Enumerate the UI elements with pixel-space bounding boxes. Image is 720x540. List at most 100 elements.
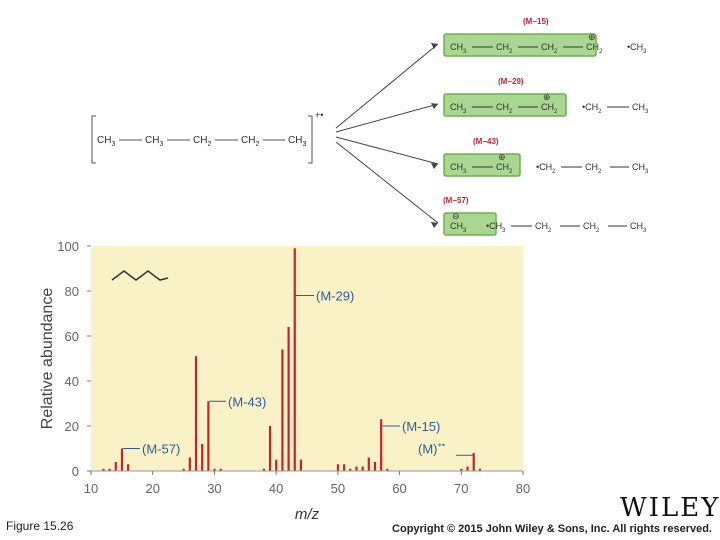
parent-group: CH3 [97, 135, 115, 148]
ion-group: CH2 [496, 42, 513, 55]
ion-group: CH3 [450, 102, 467, 115]
plot-background [91, 246, 523, 471]
parent-group: CH2 [241, 135, 259, 148]
radical-group: CH3 [630, 221, 647, 234]
ion-group: CH3 [450, 42, 467, 55]
y-tick-label: 40 [65, 374, 79, 389]
fragment-label: (M−57) [443, 196, 469, 205]
ion-group: CH2 [586, 42, 603, 55]
radical-group: •CH2 [536, 162, 556, 175]
charge-symbol: ⊕ [588, 32, 596, 42]
x-tick-label: 70 [454, 481, 468, 496]
spectrum-peak [355, 466, 358, 471]
left-bracket [91, 115, 96, 164]
y-tick-label: 60 [65, 329, 79, 344]
spectrum-peak [460, 468, 463, 471]
y-tick-label: 20 [65, 419, 79, 434]
spectrum-peak [275, 459, 278, 471]
arrowhead [431, 163, 438, 169]
x-tick-label: 40 [269, 481, 283, 496]
charge-symbol: ⊕ [498, 152, 506, 162]
spectrum-peak [127, 464, 130, 471]
charge-symbol: ⊕ [543, 92, 551, 102]
y-tick-label: 0 [72, 464, 79, 479]
y-axis-label: Relative abundance [39, 288, 56, 430]
ion-box [443, 33, 597, 57]
radical-group: CH3 [632, 102, 649, 115]
ion-box [443, 153, 521, 177]
x-tick-label: 80 [516, 481, 530, 496]
ion-group: CH2 [541, 102, 558, 115]
ion-box [443, 93, 567, 117]
spectrum-peak [281, 349, 284, 471]
spectrum-peak [293, 248, 296, 471]
arrowhead [431, 222, 438, 228]
x-axis-label: m/z [295, 506, 320, 523]
spectrum-peak [336, 464, 340, 471]
parent-group: CH3 [288, 135, 306, 148]
ion-group: CH3 [450, 221, 467, 234]
ion-group: CH2 [496, 162, 513, 175]
y-tick-label: 80 [65, 284, 79, 299]
spectrum-peak [349, 468, 352, 471]
spectrum-peak [213, 468, 216, 471]
spectrum-peak [114, 462, 117, 471]
spectrum-peak [102, 468, 105, 471]
annotation-label: (M-29) [316, 289, 354, 304]
spectrum-peak [182, 468, 185, 471]
figure-label: Figure 15.26 [6, 519, 74, 533]
radical-cation-mark: +• [315, 110, 323, 120]
spectrum-peak [268, 426, 272, 471]
parent-group: CH2 [193, 135, 211, 148]
spectrum-peak [188, 457, 191, 471]
spectrum-peak [120, 448, 124, 471]
annotation-label: (M-15) [402, 419, 440, 434]
radical-group: CH2 [535, 221, 552, 234]
x-tick-label: 20 [145, 481, 159, 496]
fragment-arrow [335, 136, 439, 165]
fragment-arrow [335, 141, 439, 224]
radical-group: •CH2 [582, 102, 602, 115]
spectrum-peak [472, 453, 475, 471]
spectrum-peak [380, 419, 383, 471]
radical-group: CH3 [632, 162, 649, 175]
radical-group: CH2 [583, 221, 600, 234]
x-tick-label: 50 [331, 481, 345, 496]
annotation-label: (M-43) [228, 394, 266, 409]
parent-group: CH3 [145, 135, 163, 148]
x-tick-label: 10 [84, 481, 98, 496]
spectrum-peak [466, 466, 469, 471]
radical-group: •CH3 [486, 221, 506, 234]
annotation-label: (M-57) [142, 442, 180, 457]
ion-group: CH2 [496, 102, 513, 115]
spectrum-peak [343, 464, 346, 471]
fragment-arrow [335, 43, 439, 129]
ion-box [443, 212, 497, 236]
y-tick-label: 100 [57, 239, 79, 254]
ion-group: CH2 [541, 42, 558, 55]
spectrum-peak [478, 468, 481, 471]
skeletal-structure [111, 270, 169, 281]
fragment-label: (M−29) [498, 77, 524, 86]
ion-group: CH3 [450, 162, 467, 175]
radical-group: •CH3 [627, 42, 647, 55]
copyright-text: Copyright © 2015 John Wiley & Sons, Inc.… [392, 523, 712, 535]
arrowhead [431, 103, 438, 109]
spectrum-peak [194, 356, 198, 471]
spectrum-peak [386, 468, 389, 471]
arrowhead [431, 43, 438, 49]
fragment-arrow [335, 103, 439, 133]
spectrum-peak [367, 457, 370, 471]
spectrum-peak [201, 444, 204, 471]
radical-group: CH2 [585, 162, 602, 175]
spectrum-peak [373, 462, 377, 471]
spectrum-peak [262, 468, 265, 471]
fragment-label: (M−43) [473, 137, 499, 146]
spectrum-peak [287, 327, 290, 471]
spectrum-peak [108, 468, 111, 471]
spectrum-peak [299, 459, 303, 471]
charge-symbol: ⊖ [452, 211, 460, 221]
spectrum-peak [219, 468, 222, 471]
x-tick-label: 30 [207, 481, 221, 496]
